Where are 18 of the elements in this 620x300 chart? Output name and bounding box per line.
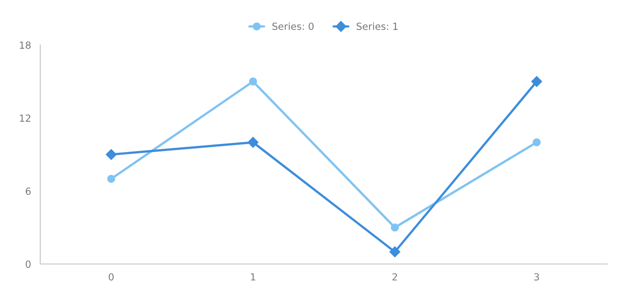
point xyxy=(248,136,258,148)
y-tick-label: 12 xyxy=(20,114,30,122)
point xyxy=(389,246,400,258)
y-tick-label: 0 xyxy=(26,260,31,268)
y-tick-label: 6 xyxy=(26,187,31,195)
x-tick-label: 2 xyxy=(392,273,397,280)
point xyxy=(390,224,399,232)
y-tick-label: 18 xyxy=(20,41,31,49)
x-tick-label: 0 xyxy=(108,273,114,281)
legend-label: Series: 0 xyxy=(272,22,314,30)
point xyxy=(106,149,117,160)
point xyxy=(249,78,258,86)
x-tick-label: 3 xyxy=(534,273,539,281)
point xyxy=(531,76,542,87)
x-tick-label: 1 xyxy=(251,273,256,280)
point xyxy=(107,174,116,183)
point xyxy=(532,138,541,146)
legend-label: Series: 1 xyxy=(356,22,398,30)
